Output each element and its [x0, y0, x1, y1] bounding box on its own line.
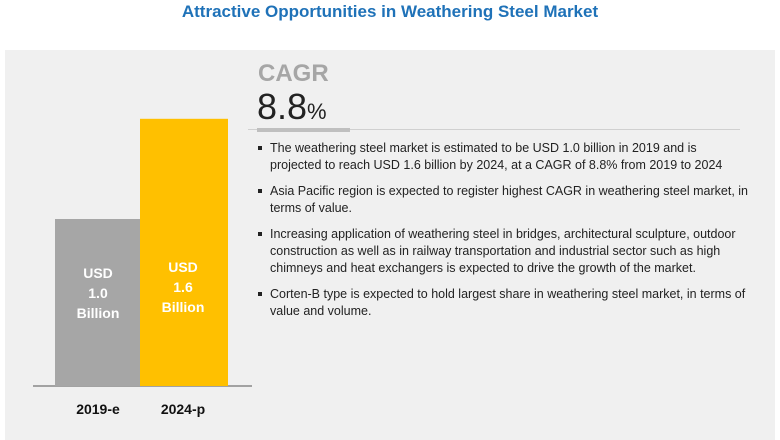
bar-2024-p — [140, 118, 228, 387]
bar-data-label: 1.6 — [173, 279, 193, 295]
cagr-number: 8.8 — [257, 86, 308, 127]
bullet-item: Increasing application of weathering ste… — [258, 226, 748, 277]
bar-data-label: USD — [168, 259, 198, 275]
bar-data-label: Billion — [77, 305, 120, 321]
cagr-underline — [257, 128, 350, 132]
x-tick-label: 2024-p — [161, 401, 205, 417]
cagr-value: 8.8% — [257, 86, 327, 128]
bar-data-label: Billion — [162, 299, 205, 315]
page-title: Attractive Opportunities in Weathering S… — [181, 2, 599, 21]
key-points-list: The weathering steel market is estimated… — [258, 140, 748, 329]
bar-data-label: USD — [83, 265, 113, 281]
divider — [248, 129, 740, 130]
cagr-unit: % — [307, 99, 327, 124]
bullet-item: Asia Pacific region is expected to regis… — [258, 183, 748, 217]
bullet-item: The weathering steel market is estimated… — [258, 140, 748, 174]
x-tick-label: 2019-e — [76, 401, 120, 417]
bar-data-label: 1.0 — [88, 285, 108, 301]
bar-2019-e — [55, 219, 140, 386]
bullet-item: Corten-B type is expected to hold larges… — [258, 286, 748, 320]
cagr-label: CAGR — [258, 60, 329, 87]
